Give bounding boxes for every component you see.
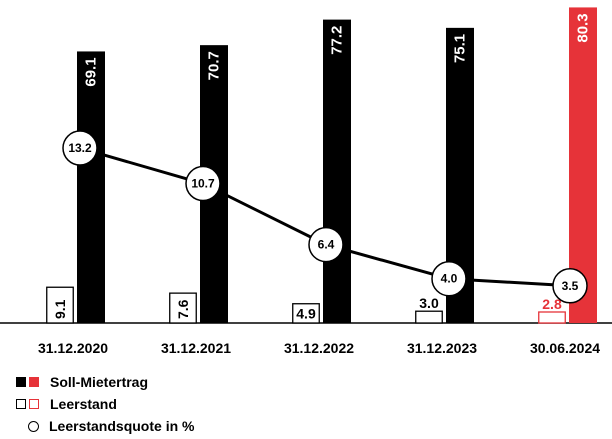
soll-bar-31.12.2022: [323, 19, 351, 323]
legend-circle-icon: [28, 420, 39, 432]
quote-point: [308, 226, 344, 263]
soll-value-label: 77.2: [329, 26, 346, 55]
quote-value-label: 3.5: [562, 279, 579, 293]
soll-value-label: 69.1: [83, 57, 100, 86]
category-label: 31.12.2022: [284, 340, 354, 356]
soll-value-label: 75.1: [452, 34, 469, 63]
legend-label: Soll-Mietertrag: [50, 374, 149, 390]
legend-swatch-red-filled: [29, 377, 39, 387]
leerstand-bar-31.12.2023: [415, 310, 443, 324]
leerstand-bar-30.06.2024: [538, 311, 566, 324]
leerstand-bar-31.12.2022: [292, 303, 320, 324]
quote-value-label: 13.2: [68, 141, 92, 155]
legend-swatch-red-outline: [29, 399, 39, 409]
bar-line-chart: 69.1 9.1 31.12.2020 70.7 7.6 31.12.2021 77.2 4.…: [0, 7, 612, 356]
legend-item-leerstandsquote: Leerstandsquote in %: [28, 418, 194, 434]
quote-value-label: 4.0: [441, 272, 458, 286]
quote-point: [552, 268, 588, 304]
quote-value-label: 6.4: [318, 238, 335, 252]
legend-label: Leerstand: [50, 396, 117, 412]
category-label: 31.12.2023: [407, 340, 477, 356]
category-label: 31.12.2020: [38, 340, 108, 356]
legend-item-leerstand: Leerstand: [16, 396, 117, 412]
category-label: 30.06.2024: [530, 340, 600, 356]
leerstand-value-label: 3.0: [419, 295, 439, 311]
category-label: 31.12.2021: [161, 340, 231, 356]
quote-point: [62, 130, 98, 166]
leerstand-value-label: 7.6: [175, 299, 191, 319]
legend-swatch-black-outline: [16, 399, 26, 409]
legend-swatch-black-filled: [16, 377, 26, 387]
soll-value-label: 80.3: [575, 13, 592, 42]
legend-label: Leerstandsquote in %: [49, 418, 195, 434]
leerstand-bar-31.12.2021: [169, 292, 197, 324]
legend-item-soll-mietertrag: Soll-Mietertrag: [16, 374, 148, 390]
soll-bar-31.12.2020: [77, 51, 105, 323]
leerstand-bar-31.12.2020: [46, 286, 74, 324]
soll-value-label: 70.7: [206, 51, 223, 80]
leerstand-value-label: 2.8: [542, 296, 562, 312]
quote-point: [431, 260, 467, 297]
quote-point: [185, 165, 221, 202]
leerstand-value-label: 9.1: [52, 299, 68, 319]
leerstand-value-label: 4.9: [296, 305, 316, 321]
quote-value-label: 10.7: [191, 177, 215, 191]
